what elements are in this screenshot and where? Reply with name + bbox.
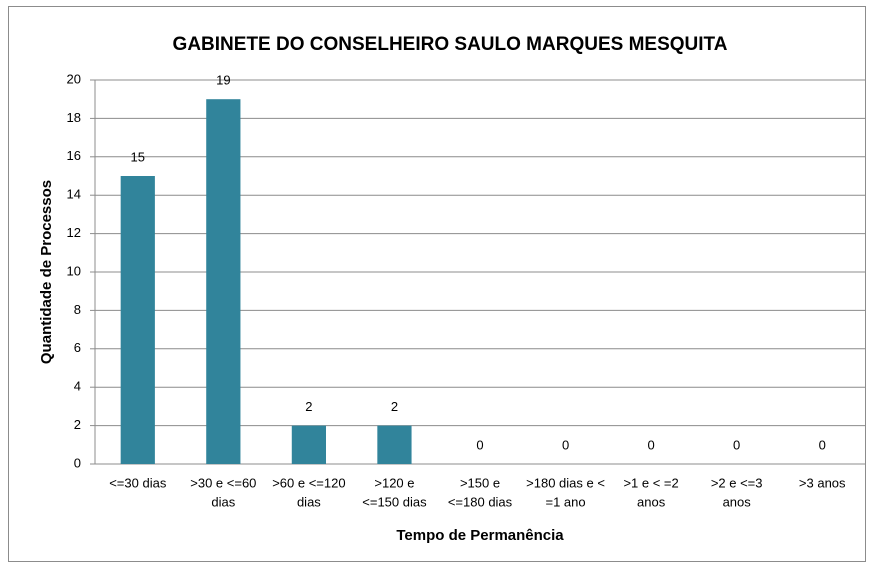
y-axis-title: Quantidade de Processos bbox=[38, 180, 55, 364]
chart-title: GABINETE DO CONSELHEIRO SAULO MARQUES ME… bbox=[173, 34, 728, 55]
data-label: 0 bbox=[647, 437, 654, 452]
bar bbox=[120, 176, 155, 464]
x-tick-label: >3 anos bbox=[799, 475, 846, 490]
y-tick-label: 14 bbox=[67, 187, 81, 202]
x-tick-label: >60 e <=120 bbox=[272, 475, 345, 490]
x-tick-label: <=30 dias bbox=[109, 475, 167, 490]
data-label: 0 bbox=[733, 437, 740, 452]
data-label: 15 bbox=[131, 149, 145, 164]
y-tick-label: 6 bbox=[74, 340, 81, 355]
data-label: 2 bbox=[391, 399, 398, 414]
data-label: 19 bbox=[216, 73, 230, 88]
y-tick-label: 18 bbox=[67, 110, 81, 125]
y-tick-label: 10 bbox=[67, 263, 81, 278]
x-tick-label: dias bbox=[211, 494, 235, 509]
y-tick-label: 16 bbox=[67, 148, 81, 163]
x-tick-label: anos bbox=[723, 494, 752, 509]
y-tick-label: 8 bbox=[74, 302, 81, 317]
x-tick-label: <=180 dias bbox=[448, 494, 513, 509]
data-label: 0 bbox=[562, 437, 569, 452]
bar bbox=[291, 425, 326, 464]
data-label: 0 bbox=[819, 437, 826, 452]
y-tick-label: 0 bbox=[74, 455, 81, 470]
bar bbox=[377, 425, 412, 464]
data-label: 0 bbox=[476, 437, 483, 452]
data-label: 2 bbox=[305, 399, 312, 414]
bar bbox=[206, 99, 241, 464]
x-tick-label: =1 ano bbox=[545, 494, 585, 509]
x-tick-label: >30 e <=60 bbox=[190, 475, 256, 490]
y-tick-label: 12 bbox=[67, 225, 81, 240]
x-tick-label: <=150 dias bbox=[362, 494, 427, 509]
x-tick-label: >2 e <=3 bbox=[711, 475, 763, 490]
x-tick-label: dias bbox=[297, 494, 321, 509]
x-tick-label: >150 e bbox=[460, 475, 500, 490]
y-tick-label: 2 bbox=[74, 417, 81, 432]
x-tick-label: >1 e < =2 bbox=[623, 475, 678, 490]
x-tick-label: >180 dias e < bbox=[526, 475, 605, 490]
y-tick-label: 4 bbox=[74, 379, 81, 394]
x-axis-title: Tempo de Permanência bbox=[396, 527, 564, 544]
y-tick-label: 20 bbox=[67, 71, 81, 86]
x-tick-label: anos bbox=[637, 494, 666, 509]
x-tick-label: >120 e bbox=[374, 475, 414, 490]
